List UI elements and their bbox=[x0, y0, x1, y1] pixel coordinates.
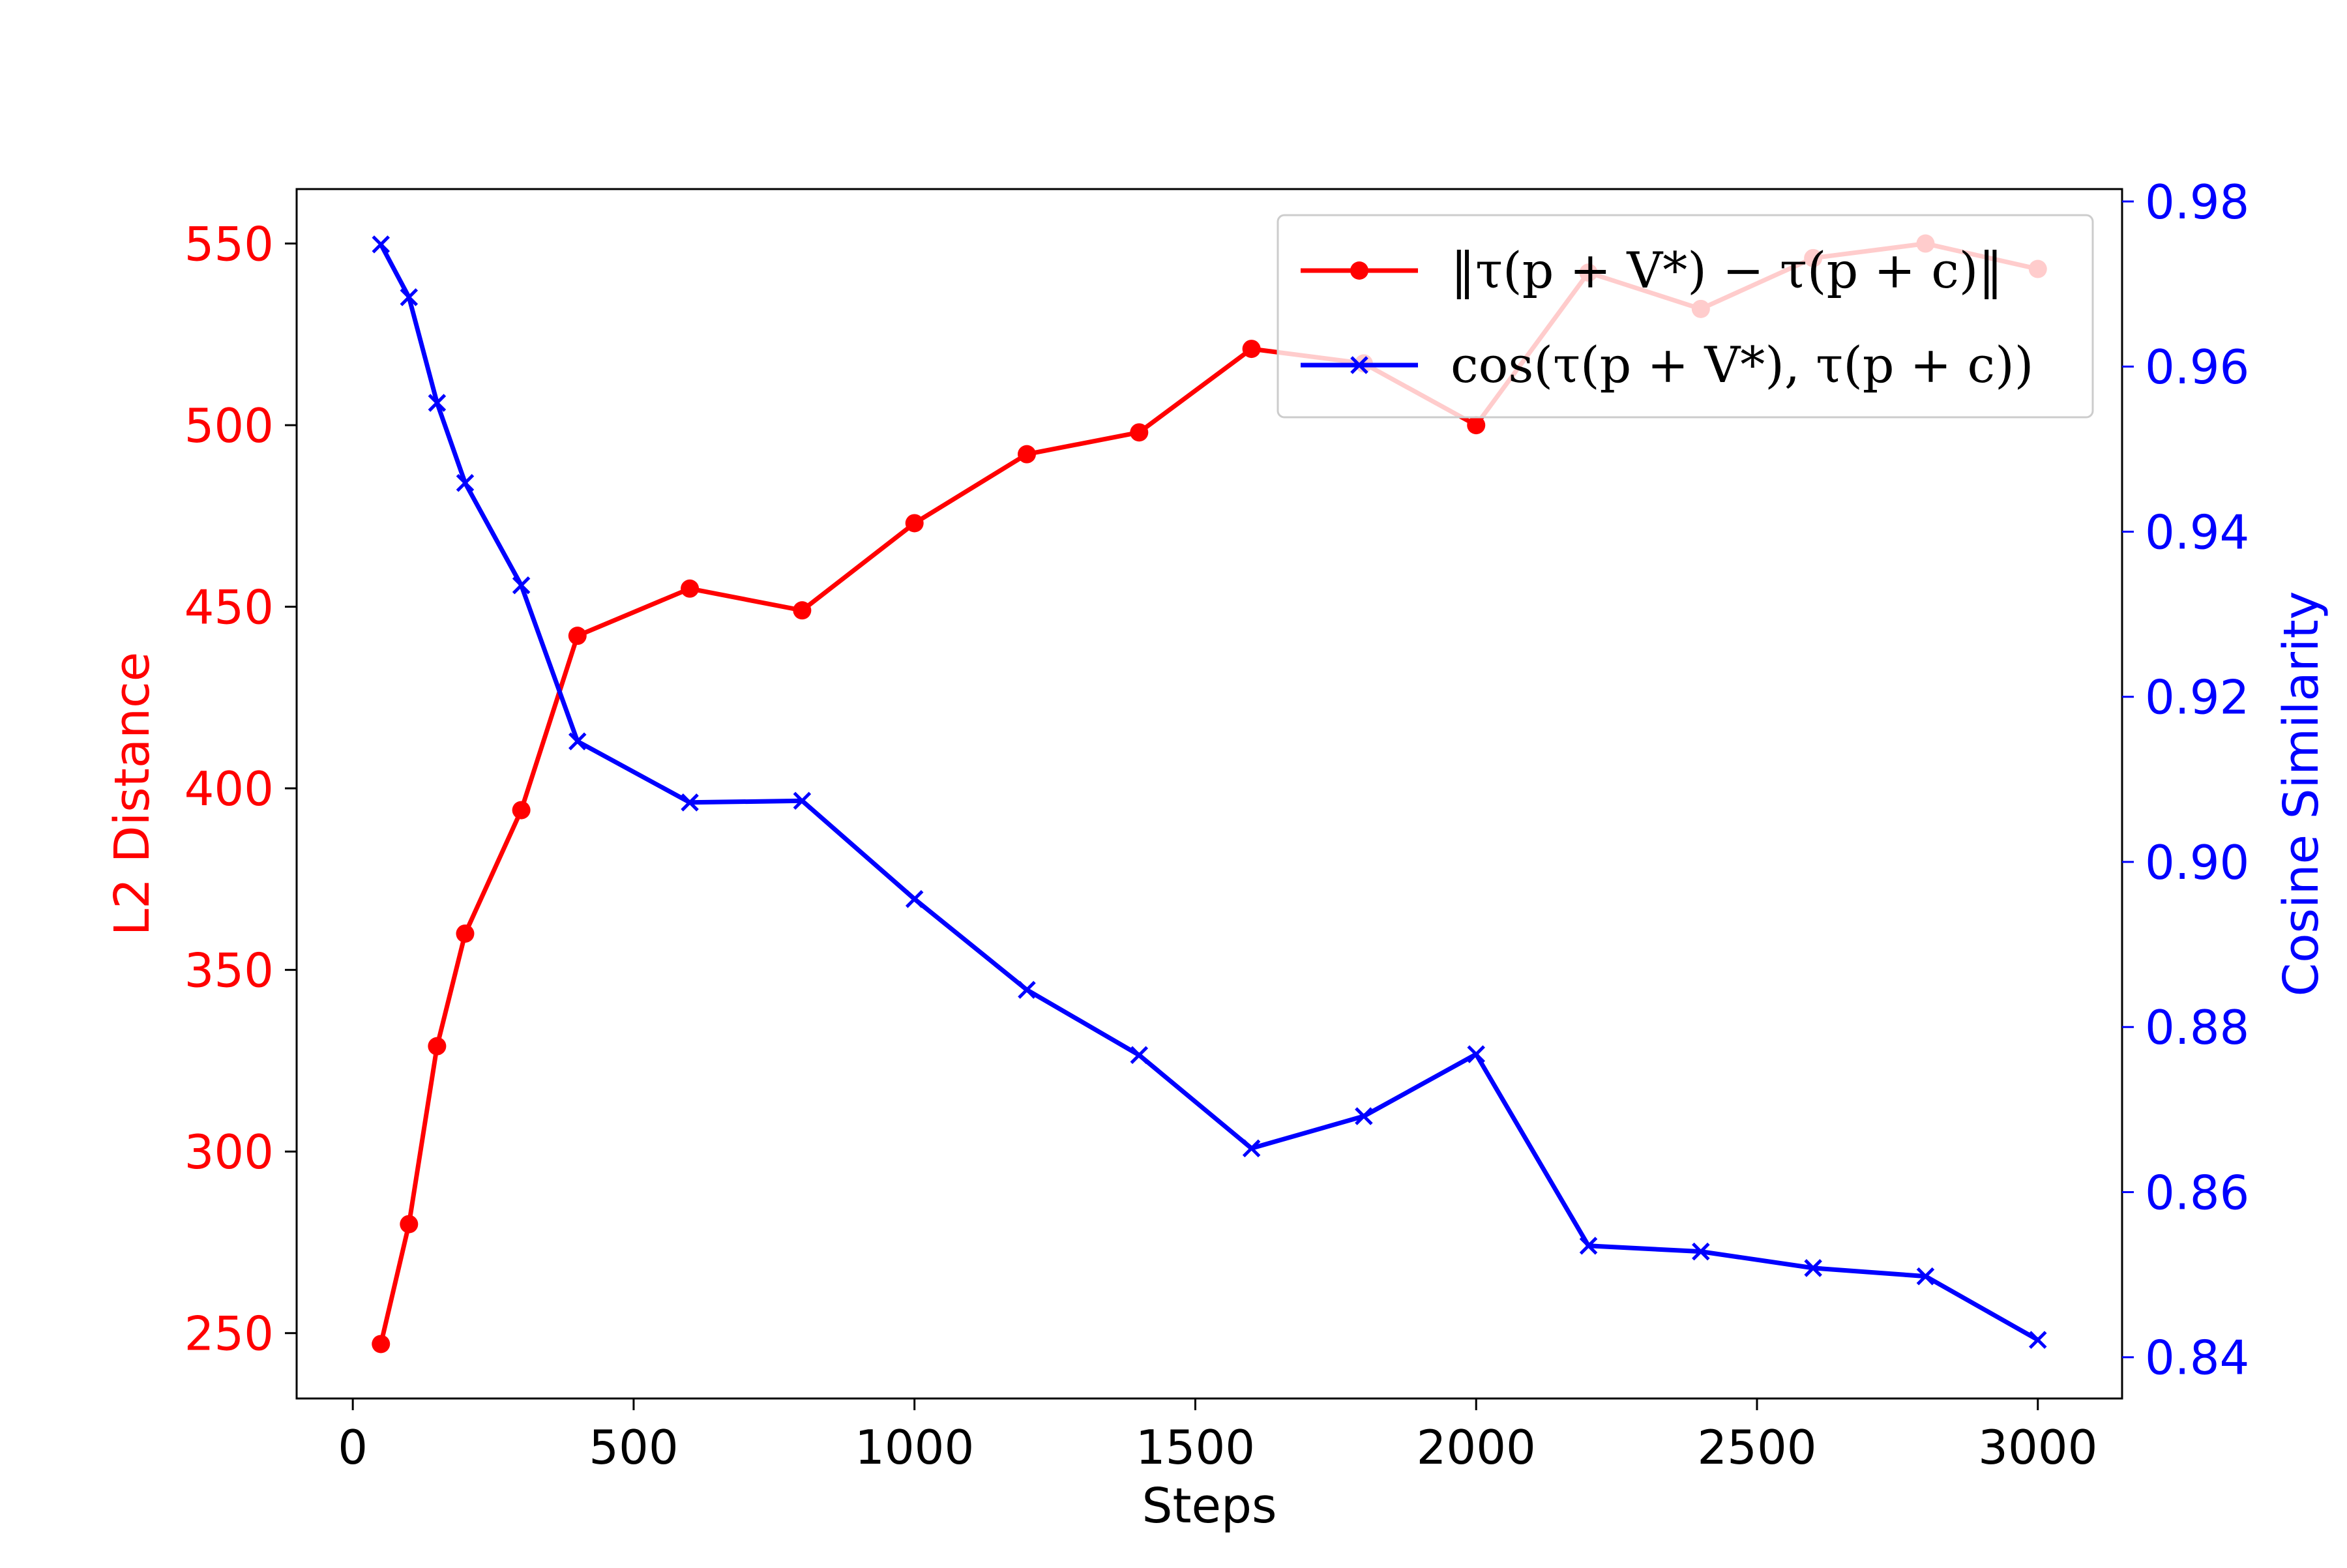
x-tick-label: 0 bbox=[338, 1420, 368, 1475]
series-2-point bbox=[372, 235, 390, 254]
legend-label-1: ‖τ(p + V*) − τ(p + c)‖ bbox=[1451, 241, 2003, 299]
y-left-tick-label: 450 bbox=[185, 580, 274, 635]
series-2-point bbox=[1018, 981, 1036, 999]
series-2-point bbox=[512, 576, 531, 595]
y-right-tick-label: 0.96 bbox=[2145, 340, 2249, 394]
y-right-tick-label: 0.86 bbox=[2145, 1165, 2249, 1220]
y-left-tick-label: 550 bbox=[185, 217, 274, 272]
series-1-point bbox=[428, 1037, 447, 1056]
series-2-point bbox=[1130, 1046, 1149, 1065]
x-tick-label: 1000 bbox=[855, 1420, 974, 1475]
y-right-tick-label: 0.88 bbox=[2145, 1000, 2249, 1055]
series-1-point bbox=[568, 627, 587, 645]
plot-frame bbox=[295, 188, 2123, 1400]
series-2-point bbox=[1467, 1045, 1485, 1063]
series-1-point bbox=[1242, 340, 1261, 359]
series-1-point bbox=[1467, 416, 1486, 435]
series-2-point bbox=[681, 793, 699, 812]
y-left-axis-title: L2 Distance bbox=[104, 652, 160, 936]
y-right-tick-label: 0.90 bbox=[2145, 835, 2249, 890]
series-2-point bbox=[1579, 1236, 1598, 1255]
series-2-point bbox=[1242, 1139, 1261, 1158]
series-2-point bbox=[568, 732, 587, 750]
series-2-point bbox=[905, 890, 924, 908]
y-left-tick-label: 250 bbox=[185, 1307, 274, 1361]
legend-swatch-marker-1 bbox=[1350, 261, 1368, 280]
legend: ‖τ(p + V*) − τ(p + c)‖ cos(τ(p + V*), τ(p… bbox=[1277, 214, 2094, 419]
legend-swatch-marker-2 bbox=[1350, 356, 1368, 374]
x-tick-label: 1500 bbox=[1136, 1420, 1255, 1475]
y-left-tick-label: 300 bbox=[185, 1125, 274, 1179]
series-1-point bbox=[681, 579, 700, 598]
y-left-tick-label: 500 bbox=[185, 398, 274, 453]
series-1-point bbox=[1130, 423, 1149, 442]
series-1-point bbox=[1018, 445, 1036, 464]
x-tick-label: 2500 bbox=[1697, 1420, 1816, 1475]
y-right-tick-label: 0.92 bbox=[2145, 670, 2249, 725]
series-2-point bbox=[1916, 1267, 1935, 1286]
y-right-tick-label: 0.98 bbox=[2145, 175, 2249, 229]
series-1-point bbox=[400, 1215, 419, 1234]
y-left-tick-label: 350 bbox=[185, 943, 274, 998]
legend-box bbox=[1277, 214, 2094, 419]
x-tick-label: 500 bbox=[589, 1420, 678, 1475]
series-1-point bbox=[512, 801, 531, 820]
series-2-point bbox=[1804, 1259, 1822, 1277]
y-right-tick-label: 0.84 bbox=[2145, 1331, 2249, 1385]
series-2-point bbox=[456, 474, 475, 492]
x-tick-label: 2000 bbox=[1417, 1420, 1536, 1475]
series-1-point bbox=[456, 924, 475, 943]
x-axis-title: Steps bbox=[1142, 1478, 1277, 1534]
y-right-tick-label: 0.94 bbox=[2145, 505, 2249, 559]
legend-label-2: cos(τ(p + V*), τ(p + c)) bbox=[1451, 336, 2033, 394]
series-2-point bbox=[2029, 1331, 2047, 1349]
series-1-point bbox=[905, 514, 924, 533]
series-1-point bbox=[793, 601, 812, 620]
series-2-point bbox=[1692, 1242, 1710, 1261]
series-2-point bbox=[1355, 1107, 1373, 1125]
series-2-point bbox=[400, 288, 419, 306]
y-right-axis-title: Cosine Similarity bbox=[2273, 591, 2329, 997]
series-1-point bbox=[372, 1335, 391, 1354]
series-2-point bbox=[428, 394, 447, 412]
axes: 0 500 1000 1500 2000 2500 3000 250 300 350 400 450 5… bbox=[104, 175, 2329, 1534]
x-tick-label: 3000 bbox=[1978, 1420, 2097, 1475]
series-2-point bbox=[793, 791, 812, 810]
y-left-tick-label: 400 bbox=[185, 762, 274, 816]
